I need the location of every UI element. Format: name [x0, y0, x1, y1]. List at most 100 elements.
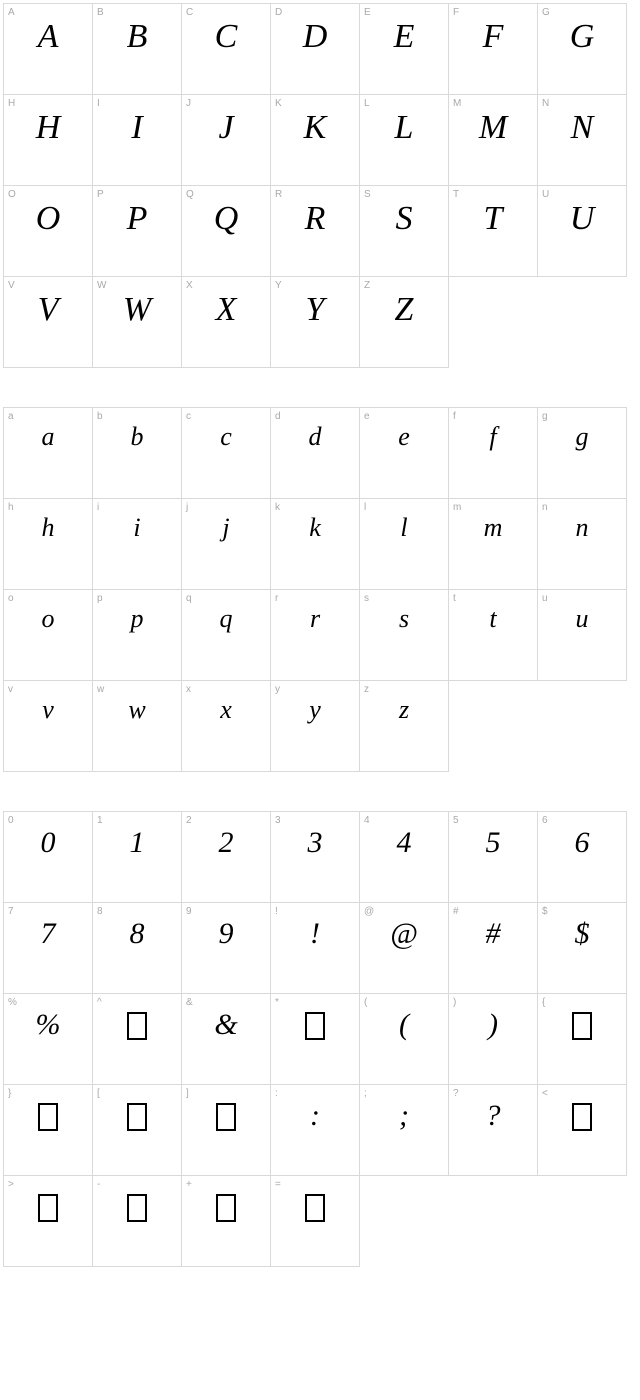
- cell-label: e: [364, 411, 370, 422]
- glyph: x: [182, 681, 270, 771]
- cell-label: N: [542, 98, 549, 109]
- glyph: k: [271, 499, 359, 589]
- glyph: 6: [538, 812, 626, 902]
- glyph: ?: [449, 1085, 537, 1175]
- cell-label: n: [542, 502, 548, 513]
- glyph: O: [4, 186, 92, 276]
- charmap-cell: KK: [270, 94, 360, 186]
- glyph: i: [93, 499, 181, 589]
- cell-label: W: [97, 280, 106, 291]
- charmap-cell: nn: [537, 498, 627, 590]
- missing-glyph-icon: [182, 1085, 270, 1175]
- charmap-cell: 66: [537, 811, 627, 903]
- cell-label: L: [364, 98, 370, 109]
- glyph: I: [93, 95, 181, 185]
- cell-label: l: [364, 502, 366, 513]
- cell-label: g: [542, 411, 548, 422]
- cell-label: V: [8, 280, 15, 291]
- glyph: 3: [271, 812, 359, 902]
- glyph: A: [4, 4, 92, 94]
- glyph: z: [360, 681, 448, 771]
- cell-label: S: [364, 189, 371, 200]
- cell-label: C: [186, 7, 193, 18]
- charmap-cell: [: [92, 1084, 182, 1176]
- charmap-cell: >: [3, 1175, 93, 1267]
- charmap-cell: ??: [448, 1084, 538, 1176]
- glyph: Y: [271, 277, 359, 367]
- cell-label: H: [8, 98, 15, 109]
- charmap-cell: mm: [448, 498, 538, 590]
- glyph: u: [538, 590, 626, 680]
- glyph: M: [449, 95, 537, 185]
- charmap-cell: ;;: [359, 1084, 449, 1176]
- charmap-cell: hh: [3, 498, 93, 590]
- cell-label: O: [8, 189, 16, 200]
- cell-label: -: [97, 1179, 100, 1190]
- glyph: q: [182, 590, 270, 680]
- charmap-cell: HH: [3, 94, 93, 186]
- cell-label: s: [364, 593, 369, 604]
- cell-label: ]: [186, 1088, 189, 1099]
- glyph: b: [93, 408, 181, 498]
- section-symbols: 00112233445566778899!!@@##$$%%^&&*(()){}…: [4, 812, 636, 1267]
- cell-label: {: [542, 997, 545, 1008]
- glyph: C: [182, 4, 270, 94]
- glyph: ): [449, 994, 537, 1084]
- charmap-cell: VV: [3, 276, 93, 368]
- glyph: #: [449, 903, 537, 993]
- cell-label: ^: [97, 997, 102, 1008]
- glyph: e: [360, 408, 448, 498]
- cell-label: Q: [186, 189, 194, 200]
- charmap-cell: ]: [181, 1084, 271, 1176]
- charmap-cell: ii: [92, 498, 182, 590]
- charmap-cell: MM: [448, 94, 538, 186]
- glyph: 8: [93, 903, 181, 993]
- cell-label: M: [453, 98, 461, 109]
- glyph: p: [93, 590, 181, 680]
- cell-label: u: [542, 593, 548, 604]
- charmap-cell: ff: [448, 407, 538, 499]
- glyph: 5: [449, 812, 537, 902]
- glyph: ;: [360, 1085, 448, 1175]
- glyph: T: [449, 186, 537, 276]
- cell-label: D: [275, 7, 282, 18]
- charmap-cell: II: [92, 94, 182, 186]
- charmap-cell: FF: [448, 3, 538, 95]
- cell-label: 7: [8, 906, 14, 917]
- glyph: :: [271, 1085, 359, 1175]
- charmap-cell: }: [3, 1084, 93, 1176]
- glyph: Z: [360, 277, 448, 367]
- charmap-cell: 44: [359, 811, 449, 903]
- charmap-cell: ZZ: [359, 276, 449, 368]
- cell-label: d: [275, 411, 281, 422]
- missing-glyph-icon: [93, 1085, 181, 1175]
- charmap-cell: aa: [3, 407, 93, 499]
- cell-label: @: [364, 906, 374, 917]
- glyph: w: [93, 681, 181, 771]
- missing-glyph-icon: [182, 1176, 270, 1266]
- cell-label: }: [8, 1088, 11, 1099]
- cell-label: I: [97, 98, 100, 109]
- cell-label: z: [364, 684, 369, 695]
- cell-label: !: [275, 906, 278, 917]
- charmap-cell: *: [270, 993, 360, 1085]
- charmap-cell: pp: [92, 589, 182, 681]
- glyph: 0: [4, 812, 92, 902]
- cell-label: >: [8, 1179, 14, 1190]
- cell-label: %: [8, 997, 17, 1008]
- glyph: g: [538, 408, 626, 498]
- glyph: (: [360, 994, 448, 1084]
- glyph: X: [182, 277, 270, 367]
- missing-glyph-icon: [4, 1176, 92, 1266]
- charmap-cell: 88: [92, 902, 182, 994]
- charmap-cell: )): [448, 993, 538, 1085]
- glyph: S: [360, 186, 448, 276]
- charmap-cell: TT: [448, 185, 538, 277]
- charmap-cell: cc: [181, 407, 271, 499]
- charmap-cell: LL: [359, 94, 449, 186]
- glyph: Q: [182, 186, 270, 276]
- cell-label: J: [186, 98, 191, 109]
- charmap-cell: RR: [270, 185, 360, 277]
- cell-label: (: [364, 997, 367, 1008]
- missing-glyph-icon: [271, 994, 359, 1084]
